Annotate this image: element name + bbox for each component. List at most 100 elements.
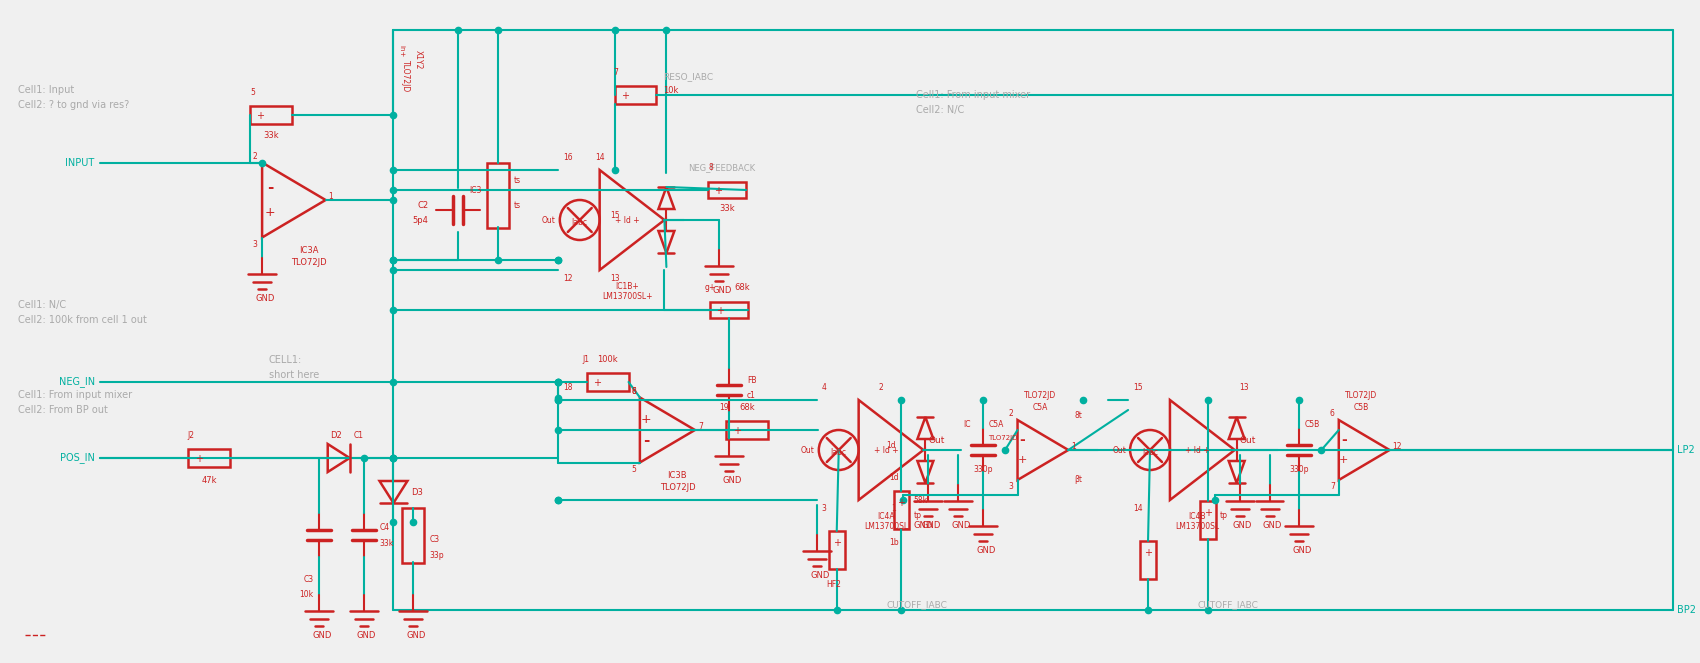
Text: HF2: HF2 xyxy=(826,580,842,589)
Text: 33k: 33k xyxy=(264,131,279,140)
Text: J2: J2 xyxy=(187,431,196,440)
Text: 2: 2 xyxy=(252,152,257,160)
Text: 3: 3 xyxy=(1008,482,1013,491)
Text: GND: GND xyxy=(1263,521,1282,530)
Text: TLO72JD: TLO72JD xyxy=(1023,391,1056,400)
Text: + Id +: + Id + xyxy=(1185,446,1210,455)
Text: 5p4: 5p4 xyxy=(413,215,428,225)
Text: TLO72JD: TLO72JD xyxy=(1345,391,1377,400)
Bar xyxy=(189,449,230,467)
Text: J1: J1 xyxy=(583,355,590,364)
Text: 18: 18 xyxy=(563,383,573,392)
Text: 12: 12 xyxy=(563,274,573,283)
Text: Out: Out xyxy=(1239,436,1256,444)
Text: 16: 16 xyxy=(563,153,573,162)
Text: GND: GND xyxy=(255,294,275,302)
Text: +: + xyxy=(733,426,741,436)
Text: 8: 8 xyxy=(631,387,636,396)
Text: 7: 7 xyxy=(699,422,702,430)
Text: 330p: 330p xyxy=(974,465,993,474)
Text: -: - xyxy=(267,180,274,195)
Text: 1: 1 xyxy=(328,192,333,200)
Text: Cell1: From input mixer: Cell1: From input mixer xyxy=(916,90,1030,100)
Text: C5A: C5A xyxy=(1032,403,1047,412)
Bar xyxy=(711,302,748,318)
Text: 33p: 33p xyxy=(430,550,444,560)
Text: 1d: 1d xyxy=(886,440,896,450)
Bar xyxy=(709,182,746,198)
Text: Cell1: N/C: Cell1: N/C xyxy=(19,300,66,310)
Text: g+: g+ xyxy=(704,283,716,292)
Text: +: + xyxy=(716,306,724,316)
Text: C4: C4 xyxy=(379,522,389,532)
Bar xyxy=(1141,541,1156,579)
Text: 10k: 10k xyxy=(663,86,678,95)
Text: 2: 2 xyxy=(1008,409,1013,418)
Text: 68k: 68k xyxy=(740,403,755,412)
Text: GND: GND xyxy=(1292,546,1312,555)
Text: IC3: IC3 xyxy=(469,186,483,194)
Text: TLO72JD: TLO72JD xyxy=(291,257,326,267)
Text: FB: FB xyxy=(746,375,756,385)
Text: C5B: C5B xyxy=(1353,403,1368,412)
Text: 13: 13 xyxy=(610,274,619,283)
Text: 1d: 1d xyxy=(889,473,898,482)
Text: ts: ts xyxy=(513,176,522,184)
Text: CUTOFF_IABC: CUTOFF_IABC xyxy=(1198,600,1258,609)
Text: C5B: C5B xyxy=(1304,420,1319,429)
Text: CUTOFF_IABC: CUTOFF_IABC xyxy=(886,600,947,609)
Text: 1: 1 xyxy=(1071,442,1076,450)
Text: βt: βt xyxy=(1074,475,1083,484)
Text: 68k: 68k xyxy=(734,283,750,292)
Text: +: + xyxy=(641,412,651,426)
Text: IC: IC xyxy=(964,420,971,429)
Text: +: + xyxy=(620,91,629,101)
Text: 19: 19 xyxy=(719,403,729,412)
Text: Iabc: Iabc xyxy=(571,217,588,227)
Text: GND: GND xyxy=(712,286,733,295)
Text: +: + xyxy=(1144,548,1153,558)
Text: +: + xyxy=(833,538,842,548)
Text: 6: 6 xyxy=(631,387,636,396)
Text: tp: tp xyxy=(913,511,921,520)
Text: GND: GND xyxy=(913,521,933,530)
Text: 47k: 47k xyxy=(201,476,218,485)
Text: IC3A: IC3A xyxy=(299,245,318,255)
Text: 4: 4 xyxy=(821,383,826,392)
Text: +: + xyxy=(898,497,906,507)
Text: 8: 8 xyxy=(709,163,714,172)
Text: 33k: 33k xyxy=(719,204,734,213)
Text: + Id +: + Id + xyxy=(874,446,898,455)
Text: ts: ts xyxy=(513,200,522,210)
Text: GND: GND xyxy=(722,476,741,485)
Text: -: - xyxy=(1341,433,1346,447)
Text: 58k: 58k xyxy=(913,495,928,505)
Text: 12: 12 xyxy=(1392,442,1402,450)
Text: Out: Out xyxy=(542,215,556,225)
Text: GND: GND xyxy=(406,631,427,640)
Text: D2: D2 xyxy=(330,431,342,440)
Text: Cell2: 100k from cell 1 out: Cell2: 100k from cell 1 out xyxy=(19,315,146,325)
Text: +: + xyxy=(196,454,202,464)
Text: IC1B+: IC1B+ xyxy=(615,282,639,291)
Bar xyxy=(615,86,656,104)
Text: GND: GND xyxy=(357,631,376,640)
Bar xyxy=(250,106,292,124)
Text: LM13700SL: LM13700SL xyxy=(1175,522,1219,531)
Text: in+: in+ xyxy=(398,45,405,58)
Text: 1b: 1b xyxy=(889,538,898,547)
Text: c1: c1 xyxy=(746,391,756,400)
Text: 10k: 10k xyxy=(299,590,314,599)
Text: TLO72JD: TLO72JD xyxy=(401,60,410,92)
Text: Cell2: N/C: Cell2: N/C xyxy=(916,105,964,115)
Text: +: + xyxy=(593,378,602,388)
Text: +: + xyxy=(265,206,275,219)
Text: RESO_IABC: RESO_IABC xyxy=(663,72,714,82)
Text: NEG_IN: NEG_IN xyxy=(58,377,95,387)
Text: D3: D3 xyxy=(411,487,423,497)
Text: X1Y2: X1Y2 xyxy=(413,50,422,70)
Text: +: + xyxy=(714,186,722,196)
Text: C2: C2 xyxy=(416,200,428,210)
Text: BP2: BP2 xyxy=(1678,605,1697,615)
Text: GND: GND xyxy=(921,521,942,530)
